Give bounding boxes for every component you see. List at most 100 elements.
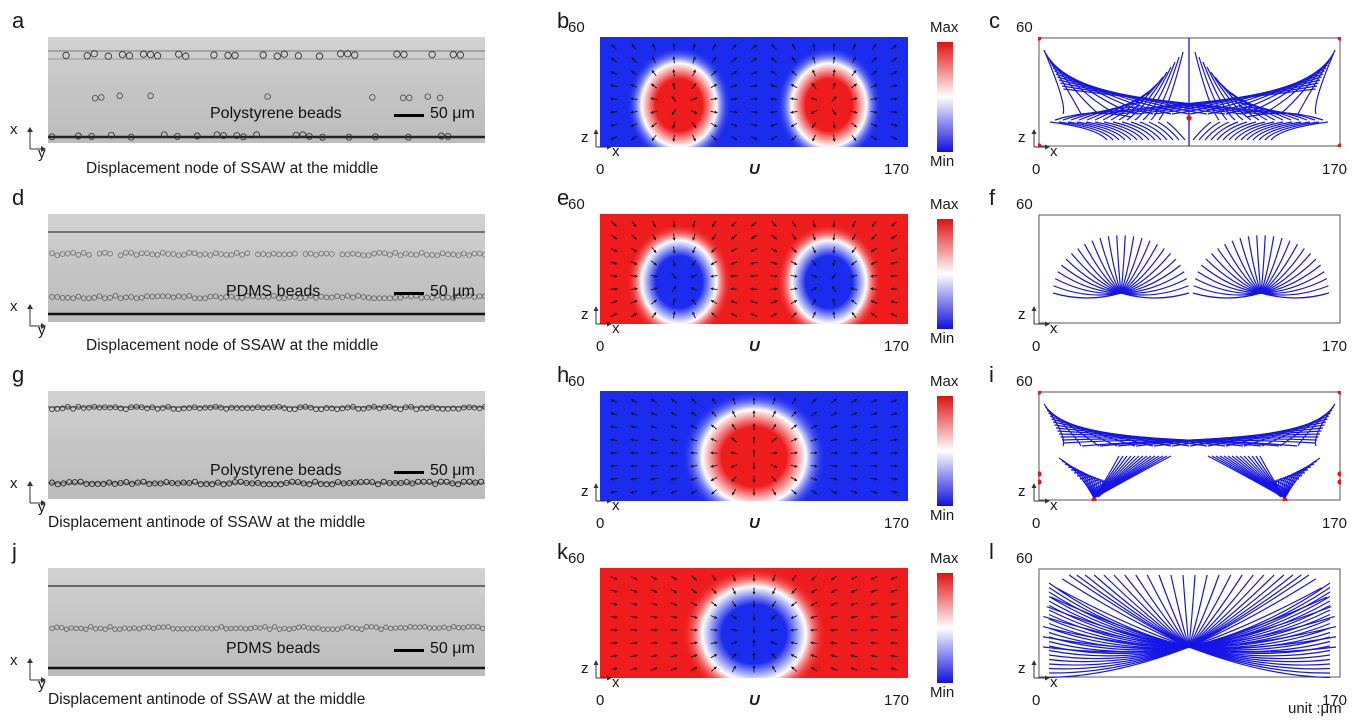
- panel-label: d: [12, 185, 25, 210]
- field-heatmap: [600, 391, 908, 501]
- colorbar: [937, 219, 953, 329]
- z-max-tick: 60: [1016, 550, 1033, 567]
- axis-y-label: y: [38, 499, 46, 516]
- zx-axis-icon: [1031, 660, 1050, 681]
- streamline-plot: [1038, 214, 1341, 324]
- axis-x-label: x: [1050, 674, 1058, 691]
- axis-x-label: x: [1050, 143, 1058, 160]
- bead-type-label: PDMS beads: [226, 640, 321, 657]
- field-u-label: U: [749, 692, 760, 709]
- x-max-tick: 170: [884, 692, 910, 709]
- field-heatmap: [600, 214, 908, 324]
- colorbar: [937, 573, 953, 683]
- x-max-tick: 170: [1322, 161, 1348, 178]
- panel-label: e: [557, 185, 570, 210]
- micrograph-image: [48, 37, 485, 143]
- z-max-tick: 60: [568, 550, 585, 567]
- x-min-tick: 0: [596, 161, 605, 178]
- panel-label: h: [557, 362, 570, 387]
- scale-bar: [394, 292, 424, 295]
- zx-axis-icon: [1031, 129, 1050, 150]
- scale-bar-label: 50 μm: [430, 283, 475, 300]
- colorbar-min-label: Min: [930, 153, 955, 170]
- streamline-plot: [1038, 37, 1341, 147]
- scale-bar: [394, 471, 424, 474]
- colorbar: [937, 396, 953, 506]
- colorbar-max-label: Max: [930, 373, 959, 390]
- colorbar-max-label: Max: [930, 196, 959, 213]
- field-u-label: U: [749, 515, 760, 532]
- scale-bar-label: 50 μm: [430, 105, 475, 122]
- axis-y-label: y: [38, 322, 46, 339]
- z-max-tick: 60: [568, 19, 585, 36]
- axis-z-label: z: [1018, 483, 1026, 500]
- bead-type-label: PDMS beads: [226, 283, 321, 300]
- axis-x-label: x: [612, 320, 620, 337]
- x-min-tick: 0: [596, 338, 605, 355]
- colorbar: [937, 42, 953, 152]
- axis-x-label: x: [612, 143, 620, 160]
- x-min-tick: 0: [596, 692, 605, 709]
- panel-caption: Displacement node of SSAW at the middle: [86, 337, 379, 354]
- axis-z-label: z: [581, 660, 589, 677]
- panel-label: i: [989, 362, 994, 387]
- bead-type-label: Polystyrene beads: [210, 462, 342, 479]
- scale-bar: [394, 649, 424, 652]
- axis-x-label: x: [10, 475, 18, 492]
- z-max-tick: 60: [1016, 19, 1033, 36]
- x-min-tick: 0: [596, 515, 605, 532]
- field-u-label: U: [749, 161, 760, 178]
- zx-axis-icon: [593, 483, 612, 504]
- x-max-tick: 170: [884, 161, 910, 178]
- unit-note: unit :μm: [1288, 700, 1342, 717]
- colorbar-min-label: Min: [930, 684, 955, 701]
- axis-z-label: z: [581, 129, 589, 146]
- x-max-tick: 170: [884, 338, 910, 355]
- panel-caption: Displacement antinode of SSAW at the mid…: [48, 691, 366, 708]
- axis-x-label: x: [10, 298, 18, 315]
- x-max-tick: 170: [1322, 692, 1348, 709]
- field-u-label: U: [749, 338, 760, 355]
- micrograph-drawing: [48, 37, 485, 143]
- z-max-tick: 60: [568, 373, 585, 390]
- streamline-plot: [1038, 391, 1341, 501]
- axis-y-label: y: [38, 676, 46, 693]
- axis-x-label: x: [10, 652, 18, 669]
- z-max-tick: 60: [568, 196, 585, 213]
- colorbar-min-label: Min: [930, 330, 955, 347]
- x-max-tick: 170: [1322, 515, 1348, 532]
- xy-axis-icon: [27, 481, 46, 506]
- axis-z-label: z: [581, 306, 589, 323]
- x-max-tick: 170: [1322, 338, 1348, 355]
- axis-x-label: x: [10, 121, 18, 138]
- micrograph-image: [48, 568, 485, 676]
- zx-axis-icon: [1031, 483, 1050, 504]
- colorbar-max-label: Max: [930, 19, 959, 36]
- z-max-tick: 60: [1016, 373, 1033, 390]
- xy-axis-icon: [27, 304, 46, 329]
- z-max-tick: 60: [1016, 196, 1033, 213]
- axis-z-label: z: [1018, 129, 1026, 146]
- axis-z-label: z: [1018, 660, 1026, 677]
- zx-axis-icon: [593, 129, 612, 150]
- axis-z-label: z: [1018, 306, 1026, 323]
- scale-bar: [394, 114, 424, 117]
- xy-axis-icon: [27, 658, 46, 683]
- xy-axis-icon: [27, 127, 46, 152]
- panel-label: a: [12, 8, 25, 33]
- x-max-tick: 170: [884, 515, 910, 532]
- panel-caption: Displacement antinode of SSAW at the mid…: [48, 514, 366, 531]
- axis-x-label: x: [612, 497, 620, 514]
- scale-bar-label: 50 μm: [430, 462, 475, 479]
- zx-axis-icon: [1031, 306, 1050, 327]
- axis-z-label: z: [581, 483, 589, 500]
- micrograph-image: [48, 214, 485, 322]
- scale-bar-label: 50 μm: [430, 640, 475, 657]
- field-heatmap: [600, 37, 908, 147]
- micrograph-drawing: [48, 568, 485, 676]
- panel-label: g: [12, 362, 25, 387]
- panel-label: f: [989, 185, 996, 210]
- field-heatmap: [600, 568, 908, 678]
- colorbar-max-label: Max: [930, 550, 959, 567]
- axis-y-label: y: [38, 145, 46, 162]
